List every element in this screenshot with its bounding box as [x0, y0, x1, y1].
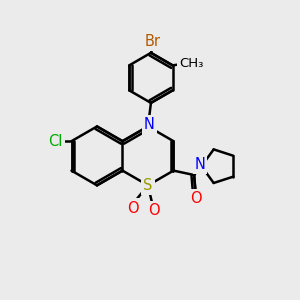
Text: N: N	[144, 118, 155, 133]
Text: O: O	[190, 191, 201, 206]
Text: N: N	[195, 157, 206, 172]
Text: Cl: Cl	[48, 134, 62, 149]
Text: S: S	[143, 178, 153, 193]
Text: O: O	[128, 200, 139, 215]
Text: CH₃: CH₃	[180, 57, 204, 70]
Text: Br: Br	[144, 34, 160, 49]
Text: O: O	[148, 203, 160, 218]
